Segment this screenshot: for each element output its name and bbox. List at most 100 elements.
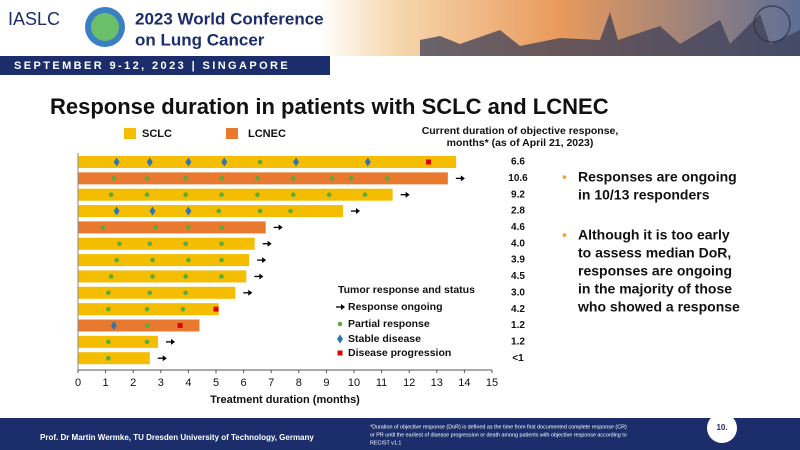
bullet-dot: • xyxy=(562,227,567,243)
partial-response xyxy=(106,306,111,312)
conference-name: 2023 World Conference xyxy=(135,9,324,28)
ongoing-arrow xyxy=(267,240,272,247)
partial-response xyxy=(326,192,332,197)
partial-response xyxy=(216,208,222,214)
bullet-text: in the majority of those xyxy=(578,281,732,297)
marker-legend-label: Response ongoing xyxy=(348,301,443,313)
partial-response xyxy=(144,306,150,312)
partial-response xyxy=(219,241,224,247)
legend-label: LCNEC xyxy=(248,128,286,140)
legend-swatch xyxy=(226,128,238,139)
stable-disease xyxy=(146,157,153,167)
response-duration-label: 10.6 xyxy=(508,173,528,184)
partial-response xyxy=(150,274,155,279)
partial-response xyxy=(329,176,335,181)
ongoing-arrow xyxy=(278,224,283,231)
stable-disease xyxy=(113,157,120,167)
duration-bar xyxy=(78,319,200,332)
partial-response xyxy=(183,192,188,197)
conference-dates: SEPTEMBER 9-12, 2023 | SINGAPORE xyxy=(14,60,290,72)
date-bar xyxy=(0,56,330,75)
ongoing-arrow xyxy=(262,257,267,264)
response-duration-label: 4.2 xyxy=(511,304,525,315)
legend-marker xyxy=(337,321,343,327)
partial-response xyxy=(384,176,390,181)
duration-bar xyxy=(78,352,150,365)
partial-response xyxy=(144,176,150,181)
partial-response xyxy=(150,257,155,263)
response-duration-label: 3.0 xyxy=(511,287,525,298)
legend-swatch xyxy=(124,128,136,139)
duration-bar xyxy=(78,254,250,267)
legend-marker xyxy=(337,350,343,356)
partial-response xyxy=(144,323,150,328)
disease-progression xyxy=(177,323,183,328)
partial-response xyxy=(117,241,122,247)
footnote: or PR until the earliest of disease prog… xyxy=(370,432,627,438)
x-axis-title: Treatment duration (months) xyxy=(210,394,360,406)
partial-response xyxy=(257,159,263,165)
skyline-silhouette xyxy=(420,12,800,56)
footnote: RECIST v1.1 xyxy=(370,440,401,446)
conference-name: on Lung Cancer xyxy=(135,30,265,49)
stable-disease xyxy=(185,157,192,167)
stable-disease xyxy=(364,157,371,167)
bullet-text: Responses are ongoing xyxy=(578,169,737,185)
stable-disease xyxy=(113,206,120,216)
partial-response xyxy=(144,192,150,197)
partial-response xyxy=(183,274,188,279)
partial-response xyxy=(147,241,153,247)
chart: 6.6 10.6 9.2 2.8 4.6 4.0 3.9 4.5 3.0 4.2 1.2 1.2 <1 0… xyxy=(75,125,618,406)
partial-response xyxy=(219,274,224,279)
marker-legend-title: Tumor response and status xyxy=(338,284,475,296)
response-duration-label: 4.6 xyxy=(511,222,525,233)
response-duration-label: <1 xyxy=(512,353,524,364)
x-tick-label: 10 xyxy=(348,377,360,389)
marker-legend-label: Stable disease xyxy=(348,333,421,345)
partial-response xyxy=(290,176,296,181)
partial-response xyxy=(180,306,186,312)
partial-response xyxy=(100,225,106,230)
ongoing-arrow xyxy=(405,191,410,198)
disease-progression xyxy=(213,306,219,312)
partial-response xyxy=(257,208,263,214)
stable-disease xyxy=(185,206,192,216)
page-number: 10. xyxy=(716,423,727,432)
response-duration-label: 4.5 xyxy=(511,271,525,282)
legend-label: SCLC xyxy=(142,128,172,140)
partial-response xyxy=(219,257,224,263)
response-duration-label: 4.0 xyxy=(511,238,525,249)
society-name: IASLC xyxy=(8,9,60,29)
partial-response xyxy=(111,176,117,181)
partial-response xyxy=(106,290,111,296)
duration-bar xyxy=(78,188,393,201)
page-badge xyxy=(707,413,737,443)
x-tick-label: 9 xyxy=(323,377,329,389)
duration-bar xyxy=(78,172,448,185)
partial-response xyxy=(106,355,111,361)
footnote: *Duration of objective response (DoR) is… xyxy=(370,424,627,430)
bullet-text: in 10/13 responders xyxy=(578,187,710,203)
partial-response xyxy=(108,192,114,197)
partial-response xyxy=(183,176,188,181)
x-tick-label: 13 xyxy=(431,377,443,389)
partial-response xyxy=(106,339,111,345)
x-tick-label: 6 xyxy=(241,377,247,389)
partial-response xyxy=(186,225,191,230)
slide-title: Response duration in patients with SCLC … xyxy=(50,94,609,119)
partial-response xyxy=(255,192,260,197)
x-tick-label: 8 xyxy=(296,377,302,389)
duration-bar xyxy=(78,335,159,348)
duration-bar xyxy=(78,205,343,218)
response-duration-label: 2.8 xyxy=(511,206,525,217)
x-tick-label: 14 xyxy=(458,377,470,389)
partial-response xyxy=(147,290,153,296)
bullet-text: to assess median DoR, xyxy=(578,245,731,261)
x-tick-label: 15 xyxy=(486,377,498,389)
partial-response xyxy=(186,257,191,263)
ongoing-arrow xyxy=(460,175,465,182)
x-tick-label: 3 xyxy=(158,377,164,389)
marker-legend-label: Disease progression xyxy=(348,347,451,359)
x-tick-label: 7 xyxy=(268,377,274,389)
